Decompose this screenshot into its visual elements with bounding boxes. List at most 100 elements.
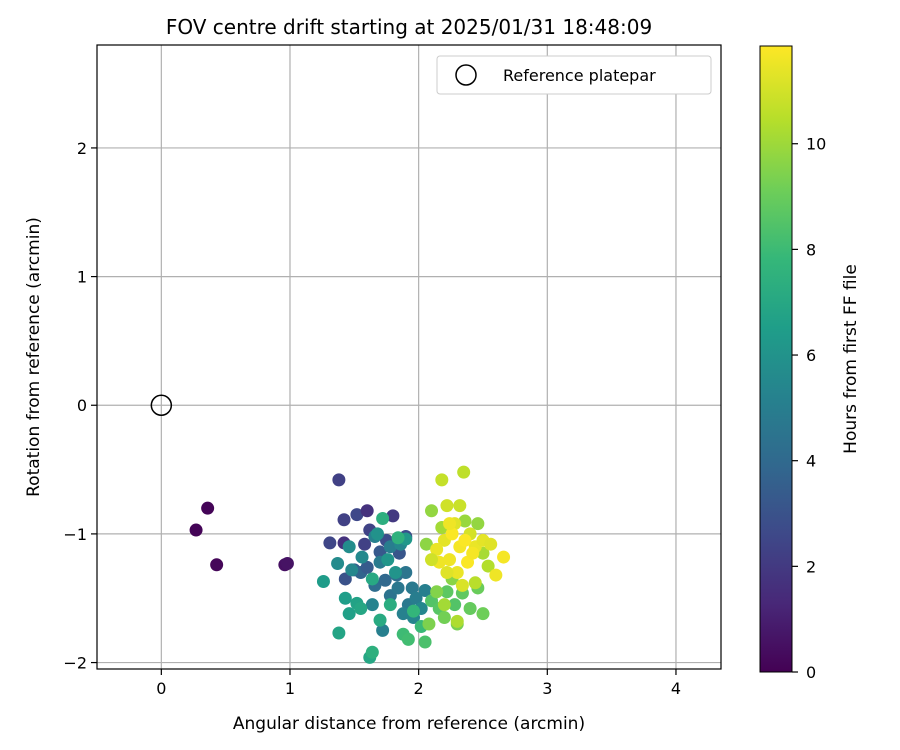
- data-points: [189, 465, 511, 664]
- data-point: [316, 575, 330, 589]
- data-point: [399, 566, 413, 580]
- legend-marker-icon: [455, 64, 477, 86]
- data-point: [210, 558, 224, 572]
- data-point: [355, 550, 369, 564]
- data-point: [450, 566, 464, 580]
- data-point: [365, 572, 379, 586]
- data-point: [430, 585, 444, 599]
- data-point: [280, 556, 294, 570]
- data-point: [489, 568, 503, 582]
- x-tick-label: 4: [671, 679, 681, 698]
- data-point: [497, 550, 511, 564]
- y-axis-label: Rotation from reference (arcmin): [24, 217, 44, 497]
- data-point: [437, 611, 451, 625]
- data-point: [440, 585, 454, 599]
- data-point: [425, 504, 439, 518]
- colorbar-tick-label: 2: [806, 557, 816, 576]
- data-point: [383, 540, 397, 554]
- colorbar-tick-label: 10: [806, 135, 826, 154]
- colorbar-tick-label: 4: [806, 452, 816, 471]
- data-point: [409, 591, 423, 605]
- data-point: [457, 465, 471, 479]
- data-point: [370, 527, 384, 541]
- data-point: [445, 527, 459, 541]
- data-point: [443, 553, 457, 567]
- data-point: [405, 581, 419, 595]
- legend-box: [436, 55, 712, 95]
- data-point: [476, 607, 490, 621]
- data-point: [407, 604, 421, 618]
- x-tick-label: 0: [156, 679, 166, 698]
- data-point: [437, 598, 451, 612]
- data-point: [453, 499, 467, 513]
- data-point: [418, 584, 432, 598]
- plot-frame: [96, 44, 722, 670]
- data-point: [378, 573, 392, 587]
- data-point: [332, 473, 346, 487]
- data-point: [391, 531, 405, 545]
- y-tick-label: 0: [77, 396, 87, 415]
- colorbar-label: Hours from first FF file: [841, 264, 861, 454]
- x-axis-ticks: 0 1 2 3 4: [156, 669, 681, 698]
- data-point: [396, 607, 410, 621]
- data-point: [383, 598, 397, 612]
- data-point: [401, 632, 415, 646]
- data-point: [440, 566, 454, 580]
- data-point: [468, 576, 482, 590]
- data-point: [481, 559, 495, 573]
- colorbar-tick-label: 6: [806, 346, 816, 365]
- data-point: [342, 540, 356, 554]
- data-point: [391, 581, 405, 595]
- y-tick-label: 1: [77, 268, 87, 287]
- data-point: [425, 553, 439, 567]
- colorbar-tick-label: 8: [806, 240, 816, 259]
- reference-marker: [150, 394, 173, 416]
- data-point: [440, 499, 454, 513]
- data-point: [388, 566, 402, 580]
- data-point: [342, 607, 356, 621]
- data-point: [376, 623, 390, 637]
- data-point: [386, 509, 400, 523]
- data-point: [360, 560, 374, 574]
- x-tick-label: 3: [542, 679, 552, 698]
- data-point: [419, 537, 433, 551]
- data-point: [448, 598, 462, 612]
- data-point: [201, 501, 215, 515]
- data-point: [360, 504, 374, 518]
- data-point: [430, 542, 444, 556]
- data-point: [422, 617, 436, 631]
- data-point: [345, 563, 359, 577]
- data-point: [338, 591, 352, 605]
- chart-title: FOV centre drift starting at 2025/01/31 …: [166, 15, 652, 39]
- y-tick-label: −1: [63, 525, 87, 544]
- data-point: [463, 602, 477, 616]
- data-point: [458, 514, 472, 528]
- data-point: [189, 523, 203, 537]
- colorbar-gradient: [759, 45, 793, 673]
- data-point: [435, 473, 449, 487]
- data-point: [458, 533, 472, 547]
- data-point: [373, 613, 387, 627]
- x-axis-label: Angular distance from reference (arcmin): [233, 714, 585, 734]
- data-point: [332, 626, 346, 640]
- plot-area: 0 1 2 3 4 −2 −1 0 1 2: [63, 44, 722, 698]
- colorbar: 0 2 4 6 8 10 Hours from first FF file: [759, 45, 861, 682]
- legend: Reference platepar: [436, 55, 712, 95]
- data-point: [471, 517, 485, 531]
- colorbar-tick-label: 0: [806, 663, 816, 682]
- data-point: [331, 556, 345, 570]
- data-point: [354, 602, 368, 616]
- colorbar-ticks: 0 2 4 6 8 10: [792, 135, 826, 682]
- y-tick-label: 2: [77, 139, 87, 158]
- data-point: [365, 645, 379, 659]
- data-point: [455, 578, 469, 592]
- y-tick-label: −2: [63, 654, 87, 673]
- data-point: [323, 536, 337, 550]
- data-point: [350, 508, 364, 522]
- data-point: [337, 513, 351, 527]
- data-point: [338, 572, 352, 586]
- y-axis-ticks: −2 −1 0 1 2: [63, 139, 97, 673]
- data-point: [381, 553, 395, 567]
- data-point: [466, 546, 480, 560]
